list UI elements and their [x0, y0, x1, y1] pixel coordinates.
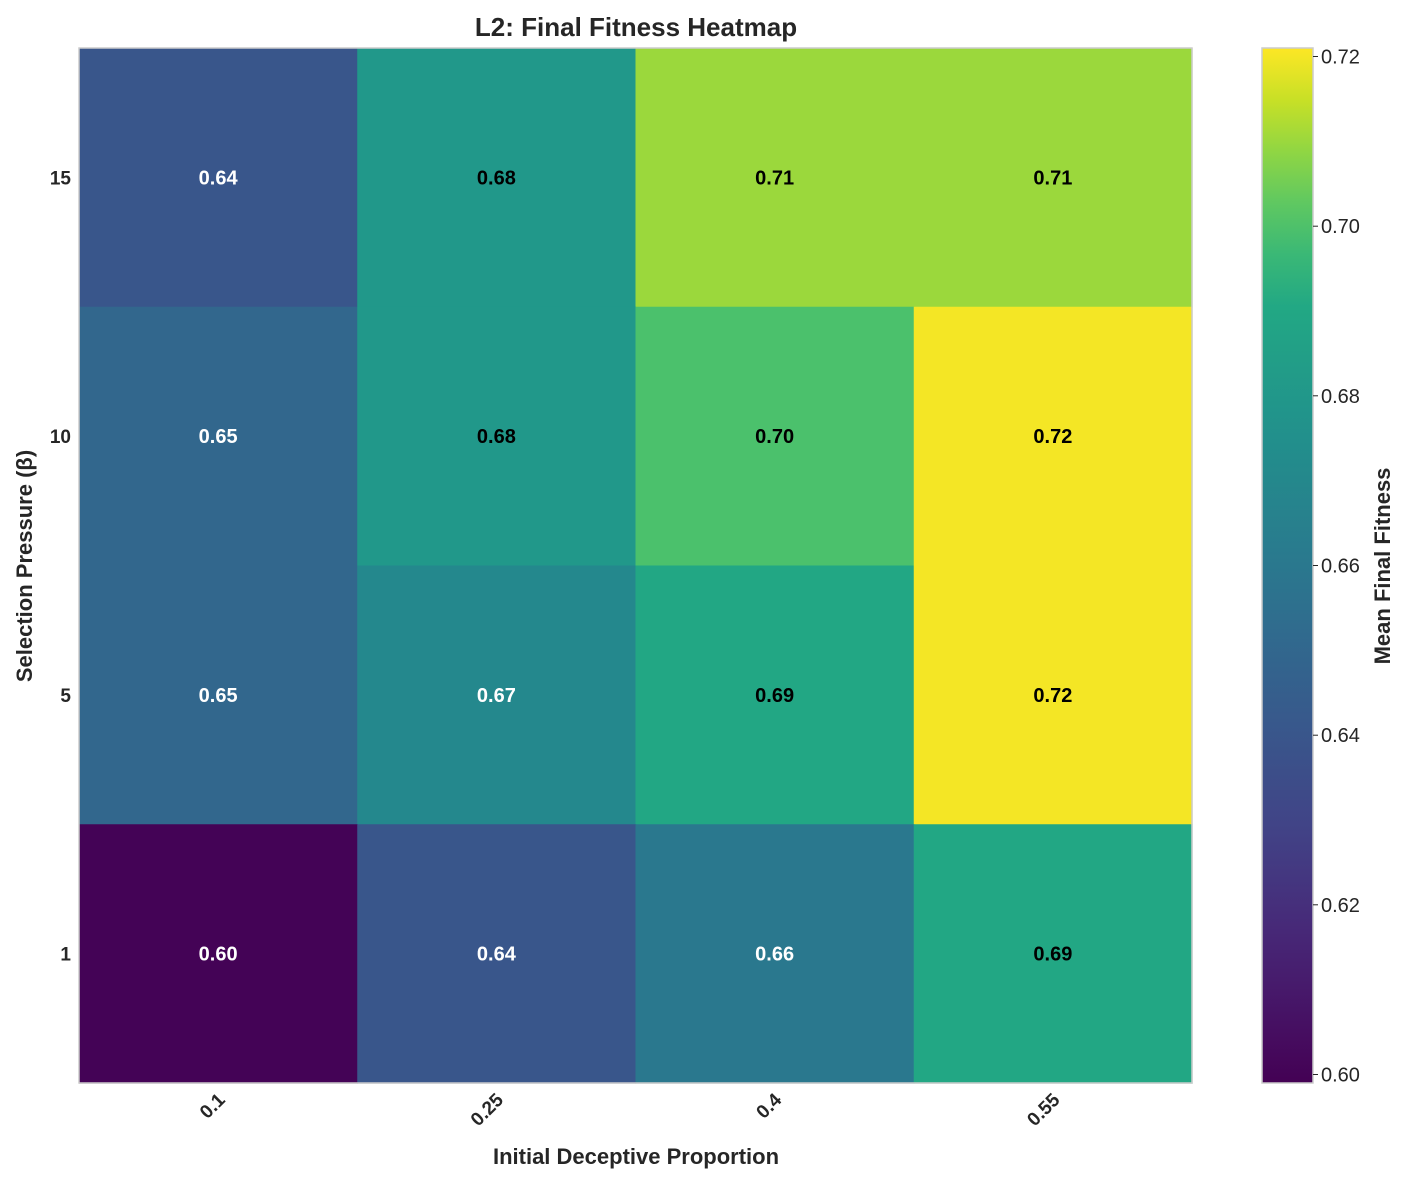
- cell-value-label: 0.69: [1033, 944, 1072, 966]
- cell-value-label: 0.66: [755, 944, 794, 966]
- cell-value-label: 0.67: [477, 685, 516, 707]
- cell-value-label: 0.65: [199, 685, 238, 707]
- cell-value-label: 0.70: [755, 426, 794, 448]
- heatmap-cell: [635, 824, 915, 1084]
- x-tick-label: 0.1: [196, 1089, 230, 1123]
- colorbar-ticks: 0.60 0.62 0.64 0.66 0.68 0.70 0.72: [1313, 47, 1360, 1087]
- heatmap-cell: [913, 48, 1193, 308]
- y-axis-ticks: 15 10 5 1: [50, 168, 72, 965]
- x-tick-label: 0.4: [753, 1089, 787, 1123]
- cell-value-label: 0.71: [755, 167, 794, 189]
- cell-value-label: 0.68: [477, 167, 516, 189]
- heatmap-cell: [79, 306, 358, 567]
- colorbar-tick-label: 0.60: [1321, 1065, 1360, 1087]
- heatmap-cell: [635, 48, 915, 308]
- colorbar-label: Mean Final Fitness: [1370, 468, 1395, 665]
- chart-title: L2: Final Fitness Heatmap: [475, 12, 797, 42]
- colorbar-tick-label: 0.66: [1321, 556, 1360, 578]
- cell-value-label: 0.69: [755, 685, 794, 707]
- x-tick-label: 0.55: [1023, 1089, 1064, 1130]
- heatmap-cell: [79, 565, 358, 825]
- colorbar-tick-label: 0.70: [1321, 216, 1360, 238]
- heatmap-cell: [357, 306, 637, 567]
- heatmap-cell: [635, 565, 915, 825]
- heatmap-cell: [913, 824, 1193, 1084]
- y-tick-label: 15: [50, 168, 72, 189]
- colorbar-tick-label: 0.68: [1321, 386, 1360, 408]
- cell-value-label: 0.71: [1033, 167, 1072, 189]
- y-axis-label: Selection Pressure (β): [12, 450, 37, 682]
- heatmap-cell: [913, 565, 1193, 825]
- heatmap-cell: [79, 824, 358, 1084]
- x-tick-label: 0.25: [467, 1089, 508, 1130]
- cell-value-label: 0.72: [1033, 685, 1072, 707]
- colorbar-tick-label: 0.64: [1321, 725, 1360, 747]
- heatmap-cell: [635, 306, 915, 567]
- heatmap-cell: [79, 48, 358, 308]
- heatmap-cell: [357, 565, 637, 825]
- heatmap-cell: [357, 824, 637, 1084]
- y-tick-label: 5: [60, 686, 71, 707]
- y-tick-label: 1: [60, 945, 71, 966]
- cell-value-label: 0.65: [199, 426, 238, 448]
- colorbar: [1262, 48, 1313, 1083]
- cell-value-label: 0.72: [1033, 426, 1072, 448]
- cell-value-label: 0.64: [477, 944, 517, 966]
- cell-value-label: 0.68: [477, 426, 516, 448]
- cell-value-label: 0.64: [199, 167, 239, 189]
- colorbar-tick-label: 0.72: [1321, 47, 1360, 69]
- colorbar-tick-label: 0.62: [1321, 895, 1360, 917]
- x-axis-ticks: 0.1 0.25 0.4 0.55: [196, 1089, 1065, 1130]
- heatmap-cell: [913, 306, 1193, 567]
- plot-frame: [78, 47, 1193, 1084]
- y-tick-label: 10: [50, 427, 71, 448]
- heatmap-cells: [79, 48, 1193, 1084]
- cell-value-label: 0.60: [199, 944, 238, 966]
- cell-value-labels: 0.64 0.68 0.71 0.71 0.65 0.68 0.70 0.72 0.65 0.67…: [199, 167, 1073, 965]
- heatmap-cell: [357, 48, 637, 308]
- x-axis-label: Initial Deceptive Proportion: [493, 1144, 779, 1169]
